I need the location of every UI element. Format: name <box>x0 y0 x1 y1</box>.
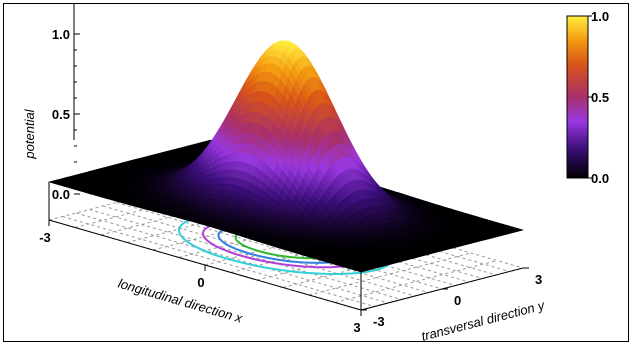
colorbar: 0.0 0.5 1.0 <box>566 9 609 186</box>
y-tick-label: 3 <box>535 272 542 287</box>
x-tick-label: 0 <box>197 275 204 290</box>
colorbar-gradient <box>566 15 589 179</box>
x-tick-label: 3 <box>353 320 360 335</box>
surface-plot: 0.0 0.5 1.0 potential -3 0 3 longitudinal direc… <box>22 4 609 343</box>
floor-grid-line-y <box>116 202 429 293</box>
floor-grid-line-x <box>334 260 498 303</box>
colorbar-tick-label: 1.0 <box>591 9 609 24</box>
y-tick-label: -3 <box>373 314 385 329</box>
x-tick-label: -3 <box>39 230 51 245</box>
floor-grid-line-y <box>75 212 389 304</box>
z-tick-label: 1.0 <box>52 27 70 42</box>
z-axis-label: potential <box>22 108 37 159</box>
floor-grid-line-y <box>89 209 402 300</box>
colorbar-tick-label: 0.0 <box>591 171 609 186</box>
chart-frame: 0.0 0.5 1.0 potential -3 0 3 longitudinal direc… <box>3 3 629 343</box>
y-tick-label: 0 <box>454 293 461 308</box>
y-axis-label: transversal direction y <box>420 297 548 343</box>
colorbar-tick-label: 0.5 <box>591 90 609 105</box>
axes <box>48 4 529 316</box>
floor-grid-line-y <box>62 216 375 307</box>
x-axis-label: longitudinal direction x <box>116 276 244 326</box>
z-tick-label: 0.5 <box>52 107 70 122</box>
z-tick-label: 0.0 <box>52 187 70 202</box>
surface-mesh <box>47 40 525 273</box>
surface-patch <box>354 269 365 273</box>
